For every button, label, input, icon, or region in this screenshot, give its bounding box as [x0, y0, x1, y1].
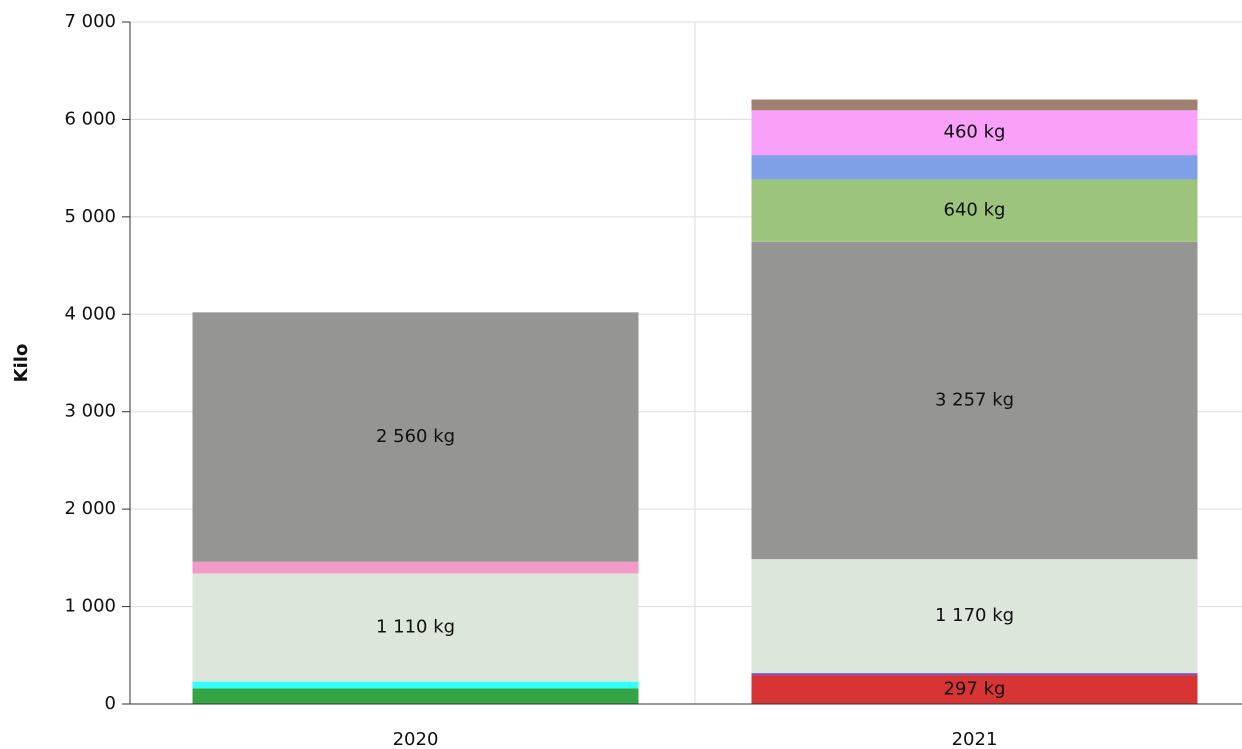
bar-segment [192, 312, 639, 562]
x-tick-label: 2020 [393, 729, 439, 749]
data-label: 297 kg [944, 679, 1006, 700]
bar-segment [751, 179, 1198, 242]
bar-segment [751, 559, 1198, 674]
data-label: 640 kg [944, 200, 1006, 221]
y-tick-label: 1 000 [64, 596, 116, 617]
data-label: 2 560 kg [376, 426, 455, 447]
bar-segment [192, 688, 639, 704]
data-label: 1 170 kg [935, 605, 1014, 626]
bar-segment [751, 241, 1198, 560]
y-tick-label: 3 000 [64, 401, 116, 422]
bar-segment [751, 155, 1198, 180]
data-label: 3 257 kg [935, 389, 1014, 410]
y-tick-label: 0 [105, 693, 116, 714]
y-tick-label: 5 000 [64, 206, 116, 227]
x-tick-label: 2021 [952, 729, 998, 749]
bar-segment [751, 675, 1198, 704]
bar-segment [192, 681, 639, 689]
data-label: 460 kg [944, 122, 1006, 143]
bar-segment [192, 573, 639, 682]
y-tick-label: 4 000 [64, 303, 116, 324]
y-tick-label: 7 000 [64, 11, 116, 32]
y-tick-label: 6 000 [64, 108, 116, 129]
bar-segment [751, 110, 1198, 156]
y-axis-label: Kilo [11, 344, 32, 383]
bar-segment [751, 99, 1198, 111]
bar-segment [751, 673, 1198, 676]
y-tick-label: 2 000 [64, 498, 116, 519]
bar-segment [192, 561, 639, 574]
data-label: 1 110 kg [376, 617, 455, 638]
